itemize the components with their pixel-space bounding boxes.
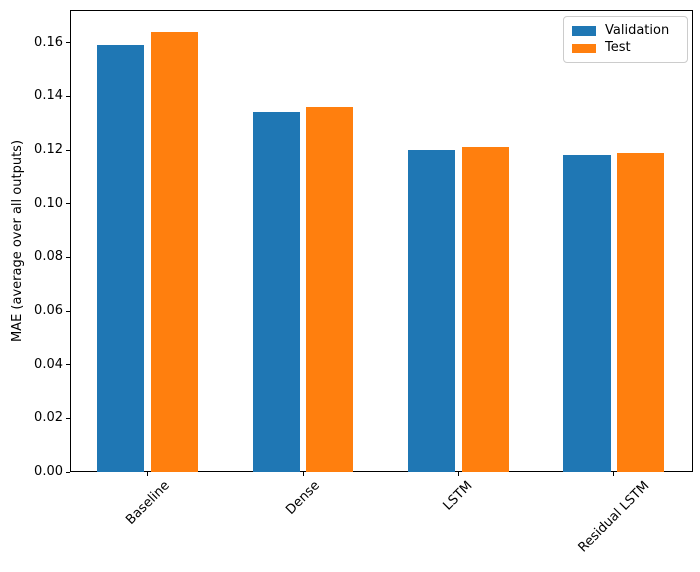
- y-tick-label: 0.02: [34, 410, 63, 426]
- x-tick-mark: [302, 472, 304, 476]
- y-tick-label: 0.12: [34, 142, 63, 158]
- y-tick-mark: [66, 42, 70, 44]
- bar-test-residual-lstm: [616, 152, 665, 472]
- y-tick-label: 0.16: [34, 34, 63, 50]
- legend-label-test: Test: [605, 40, 631, 56]
- y-tick-label: 0.00: [34, 464, 63, 479]
- y-tick-label: 0.08: [34, 249, 63, 265]
- x-tick-label-baseline: Baseline: [122, 477, 173, 528]
- bar-test-baseline: [150, 32, 199, 472]
- x-tick-label-dense: Dense: [283, 477, 323, 518]
- x-tick-mark: [147, 472, 149, 476]
- x-tick-label-residual-lstm: Residual LSTM: [575, 478, 653, 555]
- y-tick-mark: [66, 149, 70, 151]
- bar-validation-lstm: [407, 150, 456, 472]
- legend-item-test: Test: [572, 40, 679, 56]
- bar-validation-baseline: [97, 45, 145, 472]
- y-tick-mark: [66, 417, 70, 419]
- x-tick-mark: [457, 472, 459, 476]
- y-tick-label: 0.10: [34, 195, 63, 211]
- y-tick-mark: [66, 256, 70, 258]
- y-tick-label: 0.14: [34, 88, 63, 104]
- legend: Validation Test: [563, 16, 688, 63]
- bar-validation-dense: [252, 112, 300, 472]
- bar-test-dense: [306, 107, 354, 472]
- y-tick-label: 0.04: [34, 356, 63, 372]
- x-tick-mark: [613, 472, 615, 476]
- legend-label-validation: Validation: [605, 22, 670, 38]
- y-tick-mark: [66, 310, 70, 312]
- bar-validation-residual-lstm: [563, 155, 611, 472]
- legend-swatch-test: [572, 43, 596, 53]
- y-tick-mark: [66, 95, 70, 97]
- x-tick-label-lstm: LSTM: [440, 478, 476, 514]
- y-tick-mark: [66, 364, 70, 366]
- legend-swatch-validation: [572, 26, 596, 36]
- legend-item-validation: Validation: [572, 23, 679, 39]
- y-tick-mark: [66, 471, 70, 473]
- bar-test-lstm: [461, 147, 509, 472]
- y-axis-label: MAE (average over all outputs): [10, 139, 25, 343]
- y-tick-mark: [66, 203, 70, 205]
- y-tick-label: 0.06: [34, 303, 63, 319]
